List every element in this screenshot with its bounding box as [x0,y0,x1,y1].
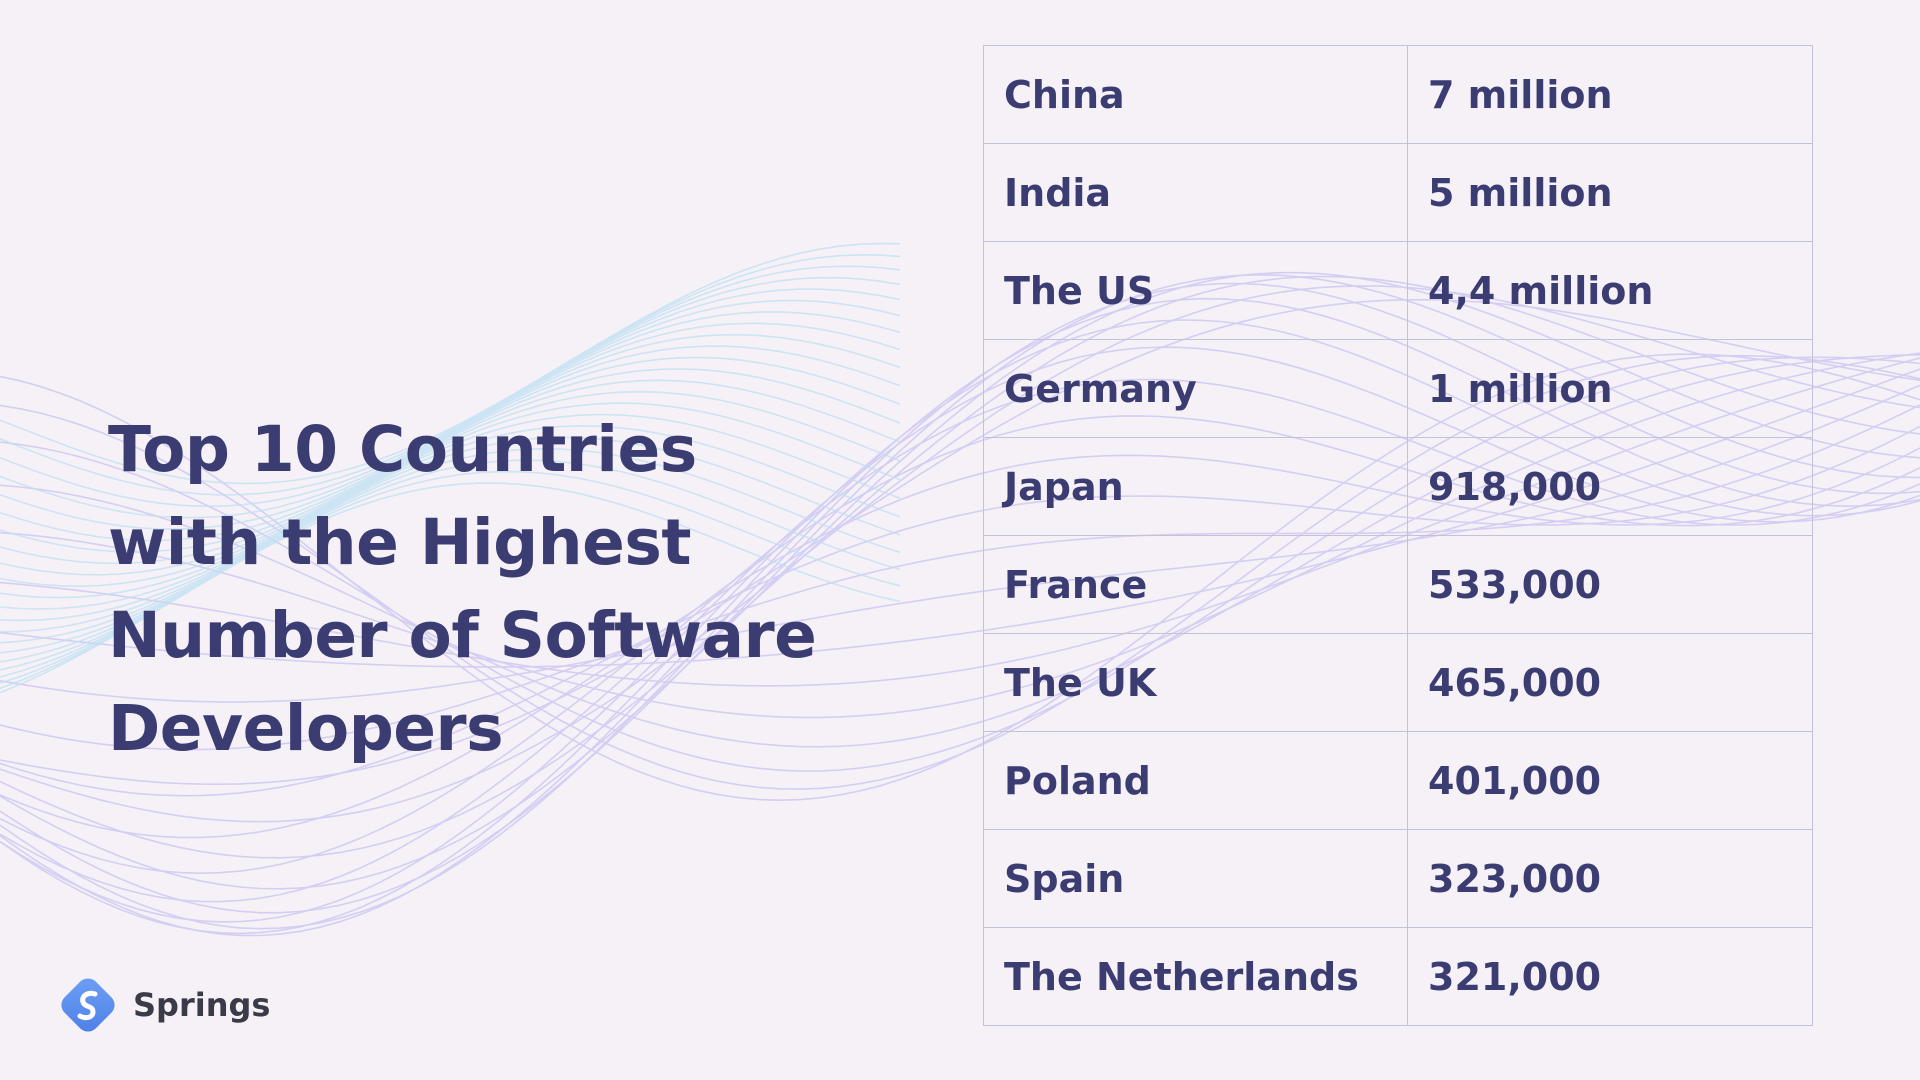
country-cell: The UK [983,633,1408,732]
country-cell: The Netherlands [983,927,1408,1026]
table-row: India 5 million [983,143,1813,242]
table-row: China 7 million [983,45,1813,144]
table-row: Germany 1 million [983,339,1813,438]
country-cell: Spain [983,829,1408,928]
developers-table: China 7 million India 5 million The US 4… [983,45,1813,1026]
developer-count-cell: 323,000 [1407,829,1813,928]
springs-s-logo-icon [61,978,115,1032]
developer-count-cell: 465,000 [1407,633,1813,732]
brand-name: Springs [133,986,271,1024]
page-title: Top 10 Countries with the Highest Number… [108,413,817,765]
developer-count-cell: 5 million [1407,143,1813,242]
brand: Springs [55,972,270,1038]
country-cell: Germany [983,339,1408,438]
developer-count-cell: 918,000 [1407,437,1813,536]
table-row: The US 4,4 million [983,241,1813,340]
country-cell: Japan [983,437,1408,536]
country-cell: Poland [983,731,1408,830]
country-cell: India [983,143,1408,242]
developer-count-cell: 7 million [1407,45,1813,144]
country-cell: China [983,45,1408,144]
table-row: The Netherlands 321,000 [983,927,1813,1026]
table-row: The UK 465,000 [983,633,1813,732]
developer-count-cell: 533,000 [1407,535,1813,634]
developer-count-cell: 1 million [1407,339,1813,438]
country-cell: France [983,535,1408,634]
country-cell: The US [983,241,1408,340]
developer-count-cell: 321,000 [1407,927,1813,1026]
table-row: Poland 401,000 [983,731,1813,830]
table-row: Japan 918,000 [983,437,1813,536]
table-row: Spain 323,000 [983,829,1813,928]
developers-table-body: China 7 million India 5 million The US 4… [983,45,1813,1026]
developer-count-cell: 401,000 [1407,731,1813,830]
developer-count-cell: 4,4 million [1407,241,1813,340]
table-row: France 533,000 [983,535,1813,634]
